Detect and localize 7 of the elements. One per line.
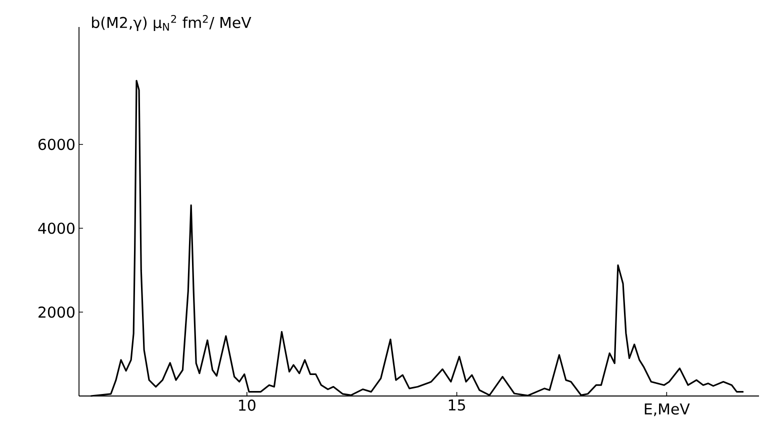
y-tick-label: 6000: [38, 138, 74, 150]
y-axis-title: b(M2,γ) μ$_{N}$$^{2}$ fm$^{2}$/ MeV: [92, 14, 252, 32]
x-tick-label: 15: [448, 400, 465, 411]
x-tick-label: 10: [239, 400, 256, 411]
y-tick-label: 4000: [38, 222, 74, 234]
x-axis-title: E,MeV: [644, 404, 690, 416]
y-tick-label: 2000: [38, 306, 74, 318]
